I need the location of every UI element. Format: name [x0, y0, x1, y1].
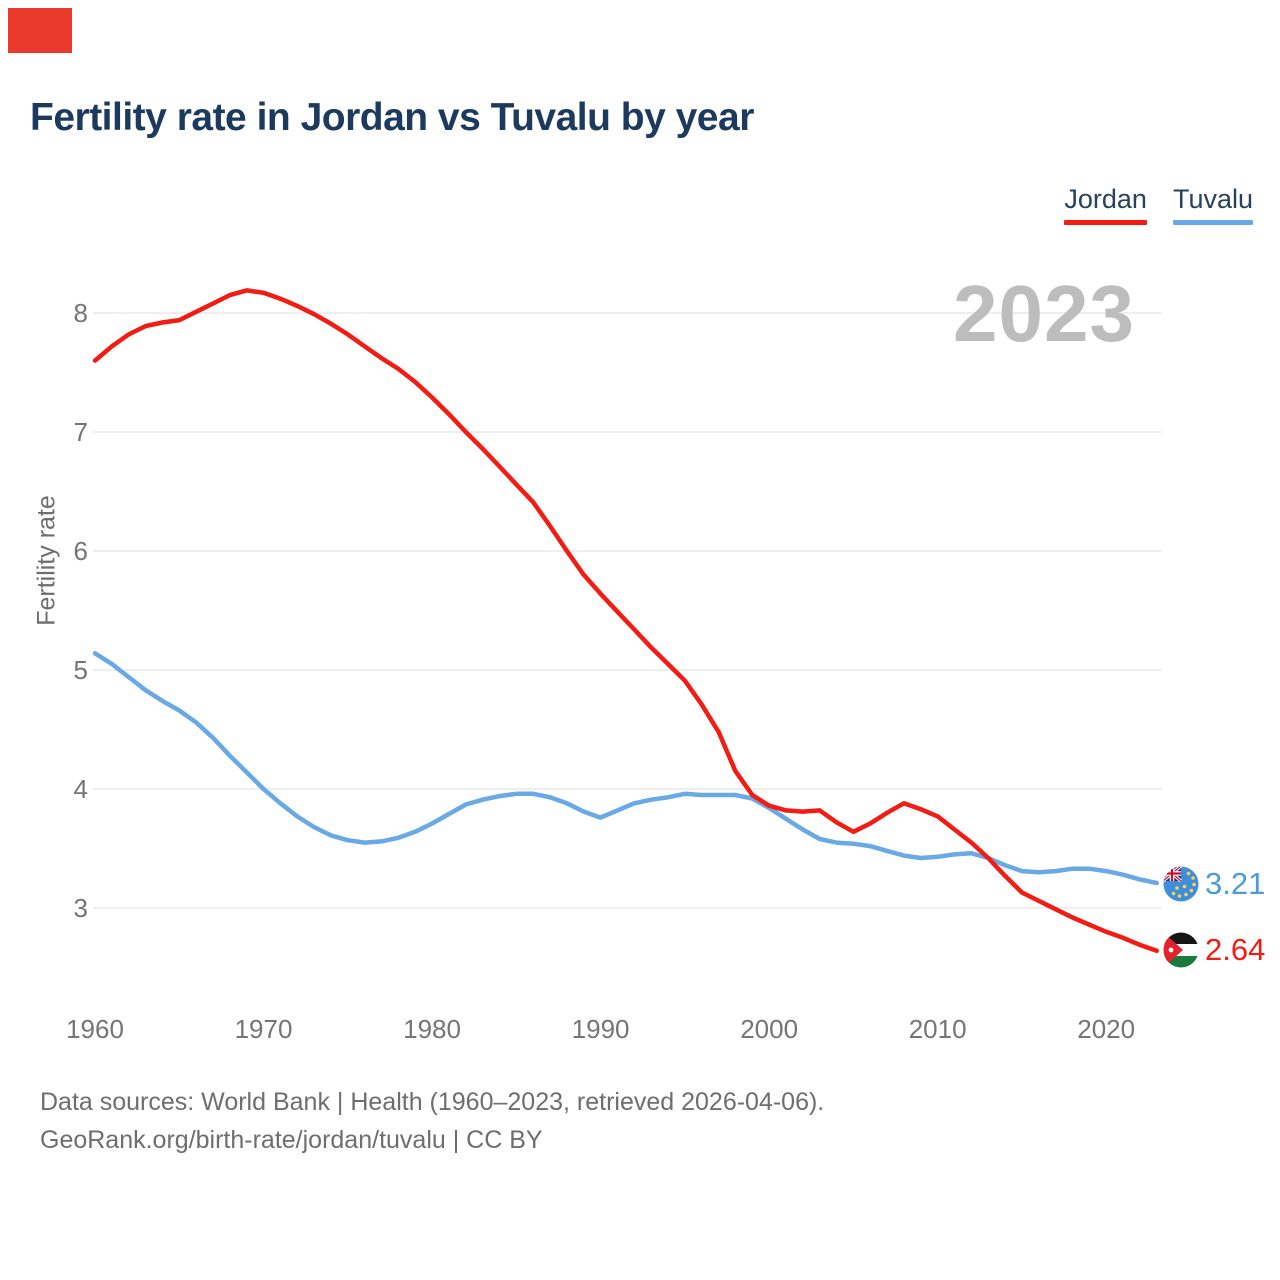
watermark-year: 2023 — [953, 269, 1135, 358]
legend-item-jordan[interactable]: Jordan — [1064, 184, 1147, 225]
y-tick-label: 7 — [73, 417, 88, 447]
data-sources-footer: Data sources: World Bank | Health (1960–… — [40, 1083, 1140, 1159]
legend-label-tuvalu: Tuvalu — [1172, 184, 1253, 214]
page-title: Fertility rate in Jordan vs Tuvalu by ye… — [30, 96, 754, 139]
series-line-tuvalu — [92, 651, 1159, 886]
x-tick-label: 1980 — [403, 1014, 461, 1044]
tuvalu-flag-icon — [1163, 866, 1199, 902]
y-tick-label: 4 — [73, 774, 88, 804]
legend-swatch-tuvalu — [1172, 220, 1253, 225]
legend: Jordan Tuvalu — [1064, 184, 1253, 225]
corner-marker-block — [8, 8, 72, 53]
footer-line-1: Data sources: World Bank | Health (1960–… — [40, 1088, 825, 1116]
x-tick-label: 1990 — [571, 1014, 630, 1044]
x-tick-label: 1970 — [234, 1014, 293, 1044]
footer-line-2: GeoRank.org/birth-rate/jordan/tuvalu | C… — [40, 1126, 543, 1154]
jordan-flag-icon — [1163, 932, 1199, 968]
y-tick-label: 5 — [73, 655, 88, 685]
jordan-end-value: 2.64 — [1205, 932, 1266, 967]
x-tick-label: 2000 — [740, 1014, 799, 1044]
y-tick-label: 6 — [73, 536, 88, 566]
legend-item-tuvalu[interactable]: Tuvalu — [1172, 184, 1253, 225]
legend-swatch-jordan — [1064, 220, 1147, 225]
x-tick-label: 1960 — [66, 1014, 124, 1044]
y-tick-label: 3 — [73, 893, 88, 923]
x-tick-label: 2010 — [908, 1014, 967, 1044]
x-tick-label: 2020 — [1077, 1014, 1136, 1044]
y-tick-label: 8 — [73, 298, 88, 328]
legend-label-jordan: Jordan — [1064, 184, 1147, 214]
tuvalu-end-value: 3.21 — [1205, 866, 1266, 901]
series-line-jordan — [92, 288, 1159, 954]
